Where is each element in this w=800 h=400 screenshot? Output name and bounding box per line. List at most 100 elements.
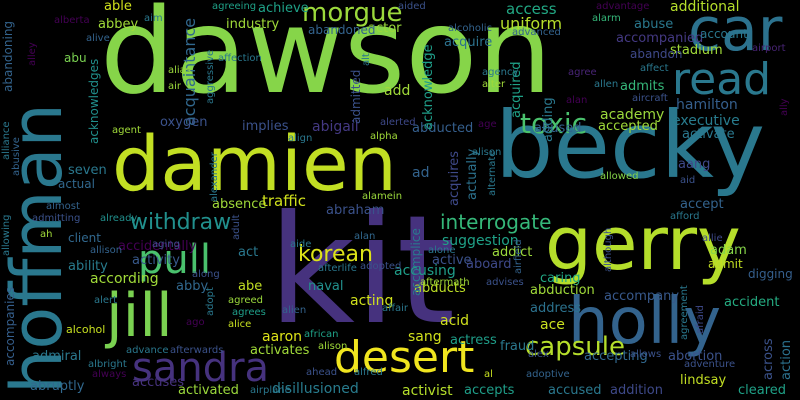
word-action: action bbox=[779, 339, 794, 380]
word-lindsay: lindsay bbox=[680, 373, 727, 388]
word-advantage: advantage bbox=[596, 1, 650, 12]
word-air: air bbox=[168, 81, 182, 92]
word-afraid: afraid bbox=[695, 304, 706, 334]
word-alice: alice bbox=[228, 319, 252, 330]
word-advises: advises bbox=[486, 277, 524, 288]
word-add: add bbox=[384, 83, 411, 99]
word-alison-2: alison bbox=[472, 147, 502, 158]
word-although: although bbox=[603, 227, 614, 272]
word-always: always bbox=[92, 369, 127, 380]
word-suggestion: suggestion bbox=[442, 233, 519, 249]
word-abbey: abbey bbox=[98, 17, 139, 32]
word-hamilton: hamilton bbox=[676, 97, 738, 113]
word-sang: sang bbox=[408, 329, 442, 345]
word-ace: ace bbox=[540, 317, 565, 333]
word-activity: activity bbox=[132, 253, 180, 268]
word-abigail: abigail bbox=[312, 119, 359, 135]
word-address: address bbox=[530, 301, 582, 316]
word-already: already bbox=[100, 213, 138, 224]
word-alcohol: alcohol bbox=[66, 323, 106, 336]
word-abandoned: abandoned bbox=[308, 23, 376, 37]
word-kit: kit bbox=[268, 184, 456, 358]
word-act: act bbox=[238, 245, 259, 260]
word-alone: alone bbox=[428, 245, 456, 256]
word-accidentally: accidentally bbox=[118, 239, 197, 254]
word-ah: ah bbox=[40, 229, 53, 240]
word-dawson: dawson bbox=[100, 0, 553, 120]
word-allowing: allowing bbox=[1, 214, 12, 256]
word-albright: albright bbox=[88, 359, 127, 370]
word-agreed: agreed bbox=[228, 295, 264, 306]
word-accompanies: accompanies bbox=[3, 286, 17, 366]
word-interrogate: interrogate bbox=[440, 210, 552, 234]
word-according: according bbox=[90, 271, 159, 287]
word-advanced: advanced bbox=[512, 27, 561, 38]
word-african: african bbox=[304, 329, 339, 340]
word-aircraft: aircraft bbox=[632, 93, 668, 104]
word-abusive: abusive bbox=[11, 137, 22, 176]
word-naval: naval bbox=[308, 279, 344, 294]
word-additional: additional bbox=[670, 0, 740, 15]
word-addict: addict bbox=[492, 245, 533, 260]
word-acquire: acquire bbox=[444, 35, 493, 50]
word-alberta: alberta bbox=[54, 15, 90, 26]
word-adopt: adopt bbox=[205, 287, 216, 316]
word-able: able bbox=[104, 0, 132, 14]
word-abby: abby bbox=[176, 279, 209, 294]
word-afford: afford bbox=[670, 211, 700, 222]
word-becky: becky bbox=[495, 92, 766, 199]
word-executive: executive bbox=[672, 113, 740, 129]
word-active: active bbox=[432, 253, 472, 268]
word-uniform: uniform bbox=[500, 14, 563, 33]
word-admitting: admitting bbox=[32, 213, 81, 224]
word-accused: accused bbox=[548, 383, 602, 398]
word-withdraw: withdraw bbox=[130, 210, 232, 235]
word-across: across bbox=[761, 338, 776, 380]
word-almost: almost bbox=[46, 201, 80, 212]
word-academy: academy bbox=[600, 107, 665, 123]
word-alpha: alpha bbox=[370, 131, 398, 142]
word-aim: aim bbox=[144, 13, 163, 24]
word-alien: alien bbox=[282, 305, 307, 316]
word-aggressive: aggressive bbox=[205, 49, 216, 104]
word-addition: addition bbox=[610, 383, 663, 398]
word-accompanied: accompanied bbox=[616, 31, 704, 46]
word-abused: abused bbox=[534, 121, 582, 136]
word-alarm: alarm bbox=[592, 13, 621, 24]
word-align: align bbox=[288, 133, 313, 144]
word-alive: alive bbox=[86, 33, 110, 44]
word-aide: aide bbox=[290, 239, 312, 250]
word-alt: alt bbox=[361, 53, 372, 66]
word-al: al bbox=[484, 369, 493, 380]
word-aided: aided bbox=[398, 1, 426, 12]
word-agree: agree bbox=[568, 67, 597, 78]
word-allows: allows bbox=[630, 349, 662, 360]
word-alias: alias bbox=[168, 65, 192, 76]
word-abruptly: abruptly bbox=[30, 379, 85, 394]
word-actor: actor bbox=[368, 21, 402, 36]
word-adam: adam bbox=[710, 243, 747, 258]
word-allen: allen bbox=[594, 79, 619, 90]
word-aging: aging bbox=[152, 239, 180, 250]
word-abu: abu bbox=[64, 51, 87, 65]
word-age: age bbox=[478, 119, 497, 130]
word-adoptive: adoptive bbox=[526, 369, 570, 380]
word-accepting: accepting bbox=[584, 349, 648, 364]
word-implies: implies bbox=[242, 119, 289, 134]
word-acquires: acquires bbox=[447, 150, 462, 206]
word-alison: alison bbox=[318, 341, 348, 352]
word-alter: alter bbox=[482, 79, 506, 90]
word-agency: agency bbox=[482, 67, 519, 78]
word-ahead: ahead bbox=[306, 367, 338, 378]
word-stadium: stadium bbox=[670, 43, 723, 58]
word-accomplice: accomplice bbox=[409, 228, 423, 296]
word-ally: ally bbox=[779, 98, 790, 116]
word-admits: admits bbox=[620, 79, 665, 94]
word-abortion: abortion bbox=[668, 349, 723, 364]
word-allowed: allowed bbox=[600, 171, 639, 182]
word-afterwards: afterwards bbox=[170, 345, 224, 356]
word-adopted: adopted bbox=[360, 261, 402, 272]
word-activist: activist bbox=[402, 383, 453, 399]
word-advance: advance bbox=[126, 345, 169, 356]
word-accept: accept bbox=[680, 197, 724, 212]
